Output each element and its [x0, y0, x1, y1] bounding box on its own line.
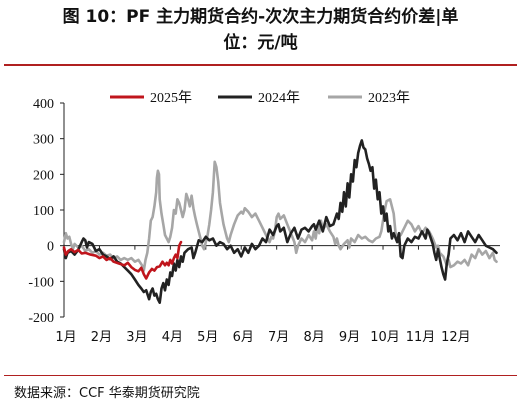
title-line-2: 位：元/吨: [223, 33, 298, 53]
source-note: 数据来源：CCF 华泰期货研究院: [14, 386, 200, 401]
y-tick-label: 200: [33, 168, 54, 183]
title-line-1: 图 10：PF 主力期货合约-次次主力期货合约价差|单: [62, 7, 459, 27]
series-line-2023年: [62, 160, 498, 272]
y-tick-label: 300: [33, 133, 54, 148]
x-tick-label: 4月: [162, 330, 183, 345]
series-line-2024年: [62, 139, 498, 304]
x-tick-label: 11月: [406, 330, 436, 345]
y-tick-label: 100: [33, 204, 54, 219]
y-tick-label: -100: [28, 275, 54, 290]
y-tick-label: 0: [47, 240, 54, 255]
legend-label: 2024年: [258, 90, 300, 106]
x-tick-label: 3月: [126, 330, 147, 345]
legend-label: 2025年: [150, 90, 192, 106]
chart-title: 图 10：PF 主力期货合约-次次主力期货合约价差|单 位：元/吨: [0, 4, 521, 56]
y-tick-label: 400: [33, 97, 54, 112]
y-tick-label: -200: [28, 311, 54, 326]
x-tick-label: 7月: [268, 330, 289, 345]
x-tick-label: 6月: [233, 330, 254, 345]
legend-label: 2023年: [368, 90, 410, 106]
x-tick-label: 5月: [197, 330, 218, 345]
x-tick-label: 2月: [91, 330, 112, 345]
x-tick-label: 9月: [339, 330, 360, 345]
x-tick-label: 10月: [370, 330, 400, 345]
x-tick-label: 12月: [441, 330, 471, 345]
footer-divider: [4, 375, 517, 376]
x-tick-label: 8月: [303, 330, 324, 345]
series-line-2025年: [62, 240, 183, 280]
title-divider: [4, 64, 517, 66]
x-tick-label: 1月: [55, 330, 76, 345]
